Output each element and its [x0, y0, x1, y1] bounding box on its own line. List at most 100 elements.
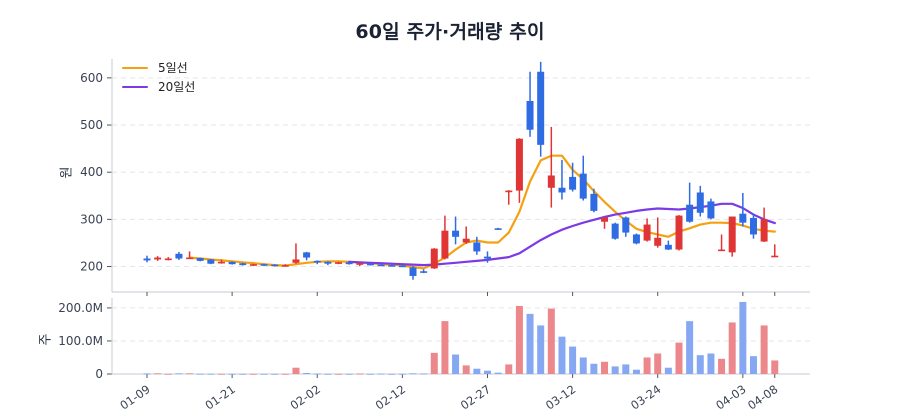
- price-tick-label: 500: [80, 118, 103, 132]
- candle-body: [718, 249, 726, 252]
- candle-body: [207, 259, 215, 264]
- x-tick-label: 03-24: [628, 382, 663, 413]
- volume-bar: [494, 372, 502, 374]
- candle: [483, 251, 491, 263]
- ma5-line-swatch-icon: [122, 66, 148, 69]
- x-tick-label: 04-03: [713, 382, 748, 413]
- volume-bar: [590, 363, 598, 374]
- candle: [143, 255, 151, 263]
- candle: [569, 162, 577, 192]
- volume-bar: [569, 346, 577, 374]
- volume-bar: [239, 373, 247, 375]
- candle: [718, 234, 726, 252]
- candle: [420, 269, 428, 274]
- candle: [707, 198, 715, 220]
- volume-bar: [579, 357, 587, 374]
- volume-bar: [515, 305, 523, 374]
- volume-bar: [186, 373, 194, 375]
- candle: [345, 261, 353, 265]
- volume-bar: [366, 373, 374, 375]
- candle: [164, 257, 172, 261]
- candle-body: [196, 258, 204, 261]
- volume-bar: [271, 373, 279, 375]
- candle-body: [675, 215, 683, 250]
- candle: [366, 263, 374, 266]
- candle-body: [483, 256, 491, 259]
- volume-bar: [377, 373, 385, 375]
- candle: [154, 256, 162, 261]
- candle: [186, 251, 194, 260]
- candle: [452, 216, 460, 245]
- candle-body: [622, 217, 630, 233]
- legend-label-ma5: 5일선: [158, 61, 188, 75]
- candle: [760, 207, 768, 243]
- candle-body: [707, 201, 715, 219]
- candle: [249, 263, 257, 267]
- candle: [590, 188, 598, 213]
- volume-bar: [345, 373, 353, 375]
- volume-bar: [632, 369, 640, 374]
- ma20-line: [348, 202, 776, 267]
- volume-bar: [739, 301, 747, 374]
- candle: [749, 213, 757, 239]
- candle: [377, 264, 385, 267]
- candle: [537, 61, 545, 157]
- volume-bar: [505, 364, 513, 374]
- x-tick-label: 01-21: [202, 382, 237, 413]
- candle-body: [154, 257, 162, 260]
- volume-bar: [452, 354, 460, 374]
- candle-body: [654, 237, 662, 246]
- candle: [558, 159, 566, 200]
- candle-body: [505, 190, 513, 193]
- candle-body: [441, 230, 449, 259]
- volume-bar: [292, 367, 300, 374]
- candle-body: [175, 253, 183, 259]
- volume-bar: [749, 356, 757, 374]
- candle-body: [143, 258, 151, 261]
- candle-body: [771, 255, 779, 258]
- candle-body: [217, 261, 225, 264]
- tick-labels: 200 300 400 500 600 0 100.0M 200.0M 01-09 01-21 02…: [58, 71, 780, 413]
- candle-body: [228, 261, 236, 265]
- volume-bar: [558, 336, 566, 374]
- volume-bars: [143, 301, 779, 375]
- candle-body: [590, 193, 598, 211]
- volume-bar: [430, 352, 438, 374]
- volume-bar: [335, 373, 343, 375]
- volume-bar: [473, 368, 481, 374]
- candle-body: [281, 265, 289, 267]
- candle-body: [579, 173, 587, 199]
- candle: [175, 251, 183, 260]
- candle: [515, 138, 523, 203]
- candle: [632, 233, 640, 245]
- candle-body: [260, 264, 268, 266]
- candle: [335, 261, 343, 265]
- volume-bar: [217, 373, 225, 375]
- volume-bar: [420, 373, 428, 375]
- candle-body: [398, 265, 406, 268]
- candle: [281, 264, 289, 267]
- candle-body: [696, 192, 704, 213]
- legend-label-ma20: 20일선: [158, 80, 196, 94]
- price-tick-label: 400: [80, 165, 103, 179]
- volume-bar: [281, 373, 289, 375]
- candle-body: [366, 263, 374, 266]
- ma20-line-swatch-icon: [122, 85, 148, 88]
- candle-body: [632, 234, 640, 244]
- candle-body: [526, 100, 534, 130]
- candle: [675, 215, 683, 251]
- candle: [292, 243, 300, 264]
- candle: [303, 251, 311, 261]
- candle: [398, 265, 406, 268]
- volume-bar: [718, 358, 726, 374]
- candle-body: [164, 258, 172, 261]
- candle: [739, 192, 747, 227]
- candle-body: [611, 223, 619, 239]
- candle-body: [186, 257, 194, 260]
- candle-body: [462, 238, 470, 243]
- volume-bar: [611, 366, 619, 374]
- volume-bar: [388, 373, 396, 375]
- volume-bar: [207, 373, 215, 375]
- candle: [643, 218, 651, 242]
- candle: [271, 264, 279, 267]
